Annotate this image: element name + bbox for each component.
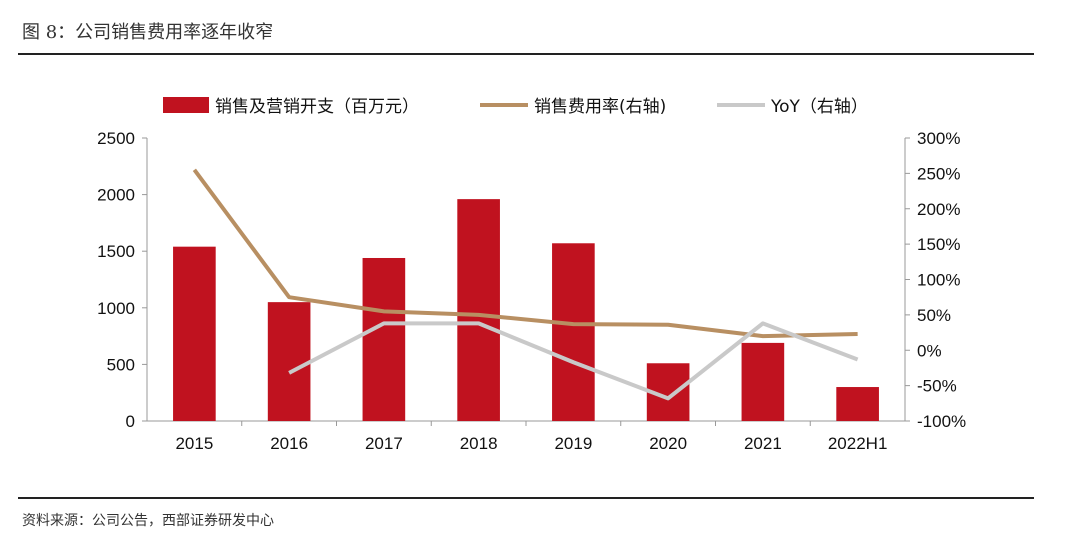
left-tick-label: 0 xyxy=(126,412,135,431)
legend-label-ratio: 销售费用率(右轴) xyxy=(534,97,666,117)
right-tick-label: -50% xyxy=(917,377,957,396)
x-tick-label: 2015 xyxy=(175,434,213,453)
legend-label-yoy: YoY（右轴） xyxy=(770,97,868,117)
left-tick-label: 1000 xyxy=(97,299,135,318)
legend-swatch-bar xyxy=(163,97,209,113)
bar-2015 xyxy=(173,246,216,421)
bar-2019 xyxy=(552,243,595,421)
legend-label-bar: 销售及营销开支（百万元） xyxy=(215,97,419,117)
right-tick-label: 300% xyxy=(917,129,960,148)
bar-series xyxy=(173,199,879,421)
x-tick-label: 2022H1 xyxy=(828,434,888,453)
right-tick-label: 250% xyxy=(917,164,960,183)
bar-2017 xyxy=(362,257,406,421)
left-tick-label: 2000 xyxy=(97,186,135,205)
right-tick-label: 100% xyxy=(917,271,960,290)
right-tick-label: 0% xyxy=(917,341,942,360)
right-tick-label: -100% xyxy=(917,412,966,431)
figure-title: 图 8：公司销售费用率逐年收窄 xyxy=(22,22,274,43)
bottom-rule xyxy=(18,497,1034,499)
line-series xyxy=(192,168,859,401)
x-tick-label: 2021 xyxy=(744,434,782,453)
x-tick-label: 2017 xyxy=(365,434,403,453)
source-note: 资料来源：公司公告，西部证券研发中心 xyxy=(22,513,274,529)
x-tick-label: 2018 xyxy=(460,434,498,453)
bar-2018 xyxy=(457,199,500,421)
x-tick-label: 2019 xyxy=(554,434,592,453)
bar-2022H1 xyxy=(836,387,879,421)
yoy-line xyxy=(288,321,859,401)
left-tick-label: 500 xyxy=(107,355,135,374)
left-tick-label: 1500 xyxy=(97,242,135,261)
combo-chart: 销售及营销开支（百万元） 销售费用率(右轴) YoY（右轴） 0 500 1000 1… xyxy=(97,97,966,453)
right-tick-label: 50% xyxy=(917,306,951,325)
bar-2016 xyxy=(267,302,311,421)
tick-labels: 0 500 1000 1500 2000 2500 -100% -50% 0% 50% 100% 15… xyxy=(97,129,966,453)
bar-2021 xyxy=(741,342,785,421)
x-tick-label: 2016 xyxy=(270,434,308,453)
legend: 销售及营销开支（百万元） 销售费用率(右轴) YoY（右轴） xyxy=(163,97,868,117)
right-tick-label: 150% xyxy=(917,235,960,254)
right-tick-label: 200% xyxy=(917,200,960,219)
axes xyxy=(142,137,910,426)
x-tick-label: 2020 xyxy=(649,434,687,453)
top-rule xyxy=(18,53,1034,55)
left-tick-label: 2500 xyxy=(97,129,135,148)
